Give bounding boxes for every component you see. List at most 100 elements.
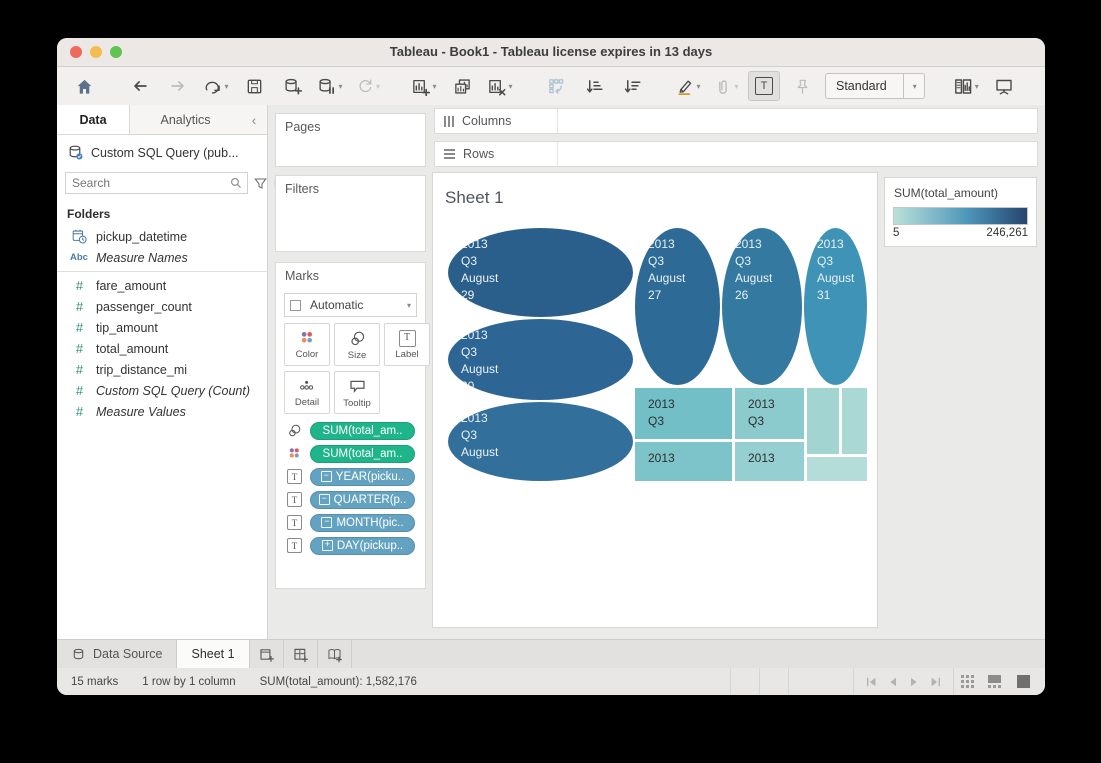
clear-sheet-button[interactable]: ▾ <box>484 71 516 101</box>
field-item[interactable]: # Measure Values <box>75 403 186 419</box>
new-data-source-button[interactable] <box>276 71 308 101</box>
redo-button[interactable]: ▾ <box>200 71 232 101</box>
detail-icon <box>298 377 316 395</box>
duplicate-sheet-button[interactable] <box>446 71 478 101</box>
show-filmstrip-icon[interactable] <box>961 675 974 688</box>
collapse-pane-button[interactable]: ‹ <box>251 111 257 128</box>
field-label: Custom SQL Query (Count) <box>96 383 250 398</box>
refresh-icon <box>356 77 374 95</box>
minimize-window-button[interactable] <box>90 46 102 58</box>
marks-label-button[interactable]: T Label <box>384 323 430 366</box>
pages-shelf[interactable]: Pages <box>275 113 426 167</box>
status-cell <box>759 668 788 695</box>
refresh-button[interactable]: ▾ <box>352 71 384 101</box>
field-item[interactable]: # total_amount <box>75 340 169 356</box>
presentation-mode-button[interactable] <box>988 71 1020 101</box>
field-item[interactable]: Abc Measure Names <box>70 250 188 265</box>
pill-green[interactable]: SUM(total_am.. <box>310 421 415 440</box>
datasource-item[interactable]: Custom SQL Query (pub... <box>57 135 267 168</box>
status-cell <box>730 668 759 695</box>
go-next-icon[interactable] <box>908 676 920 688</box>
new-worksheet-button[interactable]: ▾ <box>408 71 440 101</box>
rows-shelf[interactable]: Rows <box>434 141 1038 167</box>
treemap-cell[interactable] <box>842 388 867 454</box>
treemap-cell[interactable]: 2013 Q3 August 27 <box>635 228 720 385</box>
filters-shelf[interactable]: Filters <box>275 175 426 252</box>
treemap-cell[interactable]: 2013 Q3 August 29 <box>448 228 633 317</box>
collapse-hierarchy-icon[interactable]: − <box>321 517 333 528</box>
group-members-button[interactable]: ▾ <box>710 71 742 101</box>
home-button[interactable] <box>68 71 100 101</box>
highlight-button[interactable]: ▾ <box>672 71 704 101</box>
field-label: total_amount <box>96 341 169 356</box>
status-marks-count: 15 marks <box>71 675 119 688</box>
show-mark-labels-button[interactable]: T <box>748 71 780 101</box>
title-bar[interactable]: Tableau - Book1 - Tableau license expire… <box>57 38 1045 67</box>
color-legend-card[interactable]: SUM(total_amount) 5 246,261 <box>884 177 1037 247</box>
go-previous-icon[interactable] <box>887 676 899 688</box>
zoom-window-button[interactable] <box>110 46 122 58</box>
pill-blue[interactable]: − QUARTER(p.. <box>310 490 415 509</box>
sort-ascending-button[interactable] <box>578 71 610 101</box>
fix-axes-button[interactable] <box>786 71 818 101</box>
treemap-cell[interactable]: 2013 Q3 <box>635 388 732 439</box>
new-story-tab-button[interactable] <box>318 640 352 668</box>
close-window-button[interactable] <box>70 46 82 58</box>
sort-descending-button[interactable] <box>616 71 648 101</box>
columns-shelf[interactable]: Columns <box>434 108 1038 134</box>
treemap-cell[interactable]: 2013 <box>735 442 804 481</box>
tab-data-source[interactable]: Data Source <box>57 640 178 668</box>
field-item[interactable]: pickup_datetime <box>57 226 267 247</box>
field-item[interactable]: # tip_amount <box>75 319 158 335</box>
save-button[interactable] <box>238 71 270 101</box>
pill-blue[interactable]: − YEAR(picku.. <box>310 467 415 486</box>
home-icon <box>75 77 94 96</box>
marks-size-button[interactable]: Size <box>334 323 380 366</box>
field-label: passenger_count <box>96 299 192 314</box>
field-item[interactable]: # fare_amount <box>75 277 167 293</box>
swap-rows-columns-button[interactable] <box>540 71 572 101</box>
field-item[interactable]: # passenger_count <box>75 298 192 314</box>
tab-analytics[interactable]: Analytics <box>160 112 211 127</box>
marks-color-button[interactable]: Color <box>284 323 330 366</box>
search-input[interactable] <box>70 175 229 191</box>
pill-green[interactable]: SUM(total_am.. <box>310 444 415 463</box>
marks-detail-button[interactable]: Detail <box>284 371 330 414</box>
treemap-cell[interactable] <box>807 457 867 481</box>
pill-blue[interactable]: + DAY(pickup.. <box>310 536 415 555</box>
expand-hierarchy-icon[interactable]: + <box>321 540 333 551</box>
folders-heading: Folders <box>67 207 111 221</box>
pause-updates-button[interactable]: ▾ <box>314 71 346 101</box>
status-aggregate: SUM(total_amount): 1,582,176 <box>259 675 417 688</box>
treemap-cell[interactable] <box>807 388 839 454</box>
field-item[interactable]: # trip_distance_mi <box>75 361 188 377</box>
mark-type-dropdown[interactable]: Automatic ▾ <box>284 293 417 317</box>
share-button[interactable] <box>1044 71 1045 101</box>
go-last-icon[interactable] <box>929 676 941 688</box>
collapse-hierarchy-icon[interactable]: − <box>318 494 330 505</box>
treemap-cell[interactable]: 2013 Q3 August <box>448 402 633 481</box>
pill-blue[interactable]: − MONTH(pic.. <box>310 513 415 532</box>
new-worksheet-tab-button[interactable] <box>250 640 284 668</box>
marks-tooltip-button[interactable]: Tooltip <box>334 371 380 414</box>
collapse-hierarchy-icon[interactable]: − <box>320 471 332 482</box>
back-button[interactable] <box>124 71 156 101</box>
field-item[interactable]: # Custom SQL Query (Count) <box>75 382 250 398</box>
treemap-cell[interactable]: 2013 Q3 August 26 <box>722 228 802 385</box>
treemap-cell[interactable]: 2013 <box>635 442 732 481</box>
go-first-icon[interactable] <box>866 676 878 688</box>
show-tabs-icon[interactable] <box>988 675 1001 688</box>
filter-fields-icon[interactable] <box>253 176 268 191</box>
new-dashboard-tab-button[interactable] <box>284 640 318 668</box>
treemap-cell[interactable]: 2013 Q3 <box>735 388 804 439</box>
treemap-cell-line: Q3 <box>735 254 752 268</box>
show-me-button[interactable]: ▾ <box>950 71 982 101</box>
fit-selector[interactable]: Standard ▾ <box>825 73 925 99</box>
single-sheet-view-icon[interactable] <box>1017 675 1030 688</box>
marks-button-label: Tooltip <box>343 397 371 409</box>
tab-sheet-1[interactable]: Sheet 1 <box>177 640 250 668</box>
treemap-cell[interactable]: 2013 Q3 August 31 <box>804 228 867 385</box>
tab-data[interactable]: Data <box>57 105 130 134</box>
treemap-cell[interactable]: 2013 Q3 August 30 <box>448 319 633 400</box>
forward-button[interactable] <box>162 71 194 101</box>
